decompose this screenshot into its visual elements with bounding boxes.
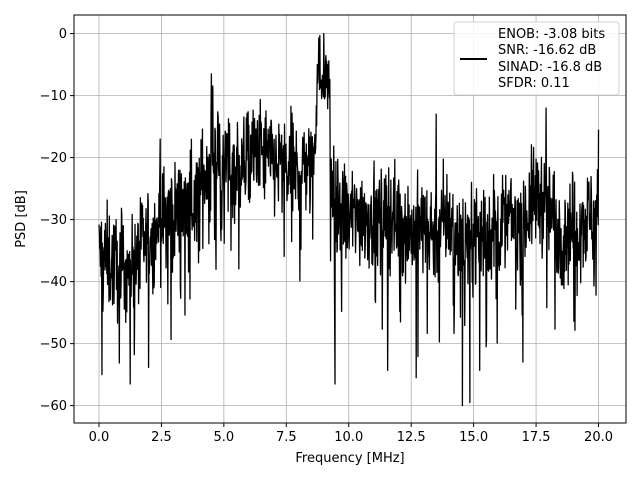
x-tick-label: 17.5 (522, 430, 551, 445)
y-axis-ticks: 0 −10 −20 −30 −40 −50 −60 (40, 27, 74, 414)
x-tick-label: 15.0 (459, 430, 488, 445)
x-axis-ticks: 0.0 2.5 5.0 7.5 10.0 12.5 15.0 17.5 20.0 (89, 423, 613, 445)
psd-line (98, 32, 600, 407)
x-tick-label: 10.0 (334, 430, 363, 445)
x-tick-label: 7.5 (276, 430, 297, 445)
legend-entry-sfdr: SFDR: 0.11 (498, 76, 570, 91)
x-tick-label: 12.5 (397, 430, 426, 445)
plot-frame (73, 14, 627, 424)
x-tick-label: 5.0 (214, 430, 235, 445)
x-tick-label: 0.0 (89, 430, 110, 445)
x-tick-label: 2.5 (151, 430, 172, 445)
psd-series (98, 32, 600, 407)
y-axis-label: PSD [dB] (14, 190, 29, 248)
y-tick-label: −10 (40, 89, 67, 104)
y-tick-label: −40 (40, 275, 67, 290)
y-tick-label: −20 (40, 151, 67, 166)
legend-box (453, 21, 620, 96)
y-tick-label: −30 (40, 213, 67, 228)
y-tick-label: −60 (40, 399, 67, 414)
legend-entry-enob: ENOB: -3.08 bits (498, 27, 605, 42)
legend: ENOB: -3.08 bits SNR: -16.62 dB SINAD: -… (453, 21, 620, 96)
y-tick-label: −50 (40, 337, 67, 352)
y-tick-label: 0 (59, 27, 67, 42)
legend-entry-snr: SNR: -16.62 dB (498, 43, 596, 58)
legend-entry-sinad: SINAD: -16.8 dB (498, 60, 602, 75)
x-tick-label: 20.0 (584, 430, 613, 445)
x-axis-label: Frequency [MHz] (295, 451, 404, 466)
